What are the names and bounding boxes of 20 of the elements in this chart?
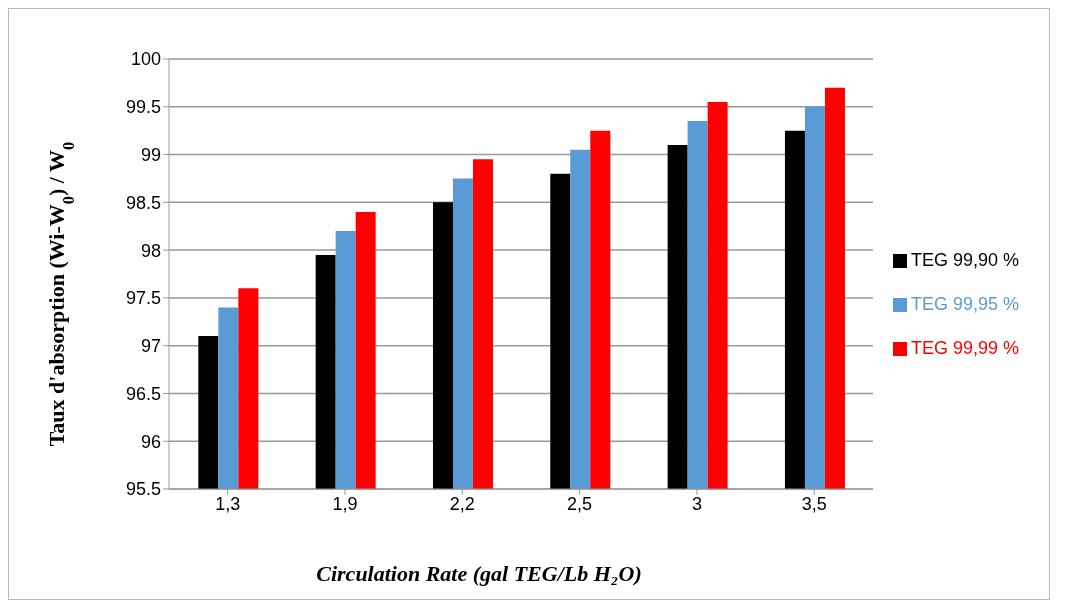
legend-label: TEG 99,95 % — [910, 294, 1019, 314]
y-tick-label: 96 — [140, 431, 161, 452]
y-tick-label: 95.5 — [125, 479, 161, 500]
x-tick-label: 1,3 — [215, 493, 241, 514]
y-tick-label: 97 — [140, 336, 161, 357]
y-tick-label: 100 — [130, 49, 161, 70]
y-tick-label: 96.5 — [125, 383, 161, 404]
legend-label: TEG 99,99 % — [910, 338, 1019, 358]
x-tick-label: 1,9 — [332, 493, 358, 514]
x-axis-title: Circulation Rate (gal TEG/Lb H₂O) — [316, 561, 642, 586]
x-tick-label: 3,5 — [801, 493, 827, 514]
x-tick-label: 3 — [691, 493, 702, 514]
y-tick-label: 97.5 — [125, 288, 161, 309]
y-tick-label: 99 — [140, 144, 161, 165]
y-tick-label: 99.5 — [125, 97, 161, 118]
legend-label: TEG 99,90 % — [910, 250, 1019, 270]
x-tick-label: 2,2 — [449, 493, 475, 514]
y-tick-label: 98.5 — [125, 192, 161, 213]
y-tick-label: 98 — [140, 240, 161, 261]
x-tick-label: 2,5 — [567, 493, 593, 514]
